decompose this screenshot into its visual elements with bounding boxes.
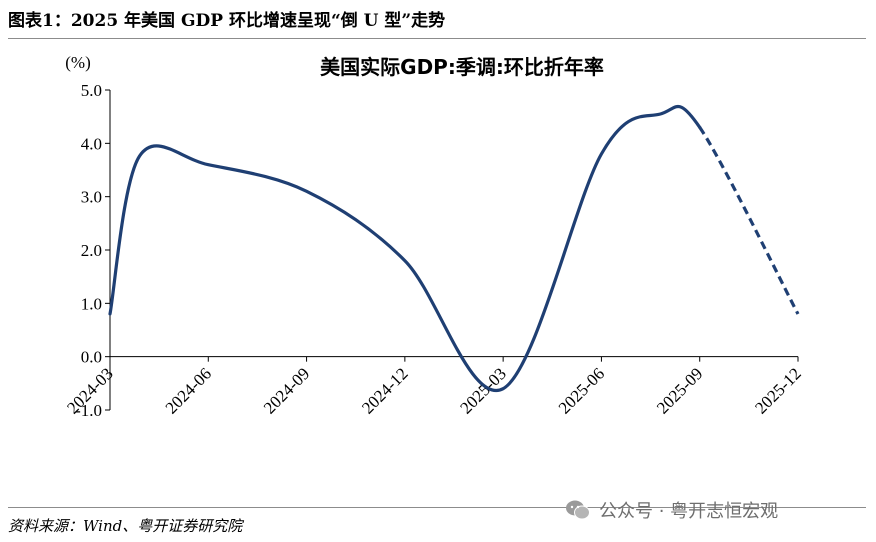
x-tick-label: 2025-09 <box>653 364 707 418</box>
x-tick-label: 2025-12 <box>751 364 805 418</box>
series-line-actual <box>108 105 702 393</box>
y-tick-label: 0.0 <box>81 348 102 367</box>
x-tick-label: 2024-06 <box>162 364 216 418</box>
chart-title: 美国实际GDP:季调:环比折年率 <box>320 55 604 79</box>
x-tick-label: 2025-06 <box>555 364 609 418</box>
bottom-divider <box>8 507 866 508</box>
wechat-icon <box>566 500 590 520</box>
series <box>108 105 800 393</box>
y-tick-label: 1.0 <box>81 294 102 313</box>
source-note: 资料来源：Wind、粤开证券研究院 <box>8 517 243 535</box>
line-chart: 美国实际GDP:季调:环比折年率 (%) 5.0 4.0 3.0 2.0 1.0 0.0 -… <box>63 53 805 420</box>
x-ticks: 2024-03 2024-06 2024-09 2024-12 2025-03 2025-… <box>63 356 805 418</box>
series-line-forecast <box>698 126 800 315</box>
watermark: 公众号 · 粤开志恒宏观 <box>565 497 778 523</box>
watermark-text: 公众号 · 粤开志恒宏观 <box>599 501 779 522</box>
y-tick-label: 3.0 <box>81 188 102 207</box>
y-tick-label: 4.0 <box>81 134 102 153</box>
axes <box>109 90 798 410</box>
top-divider <box>8 38 866 39</box>
y-ticks: 5.0 4.0 3.0 2.0 1.0 0.0 -1.0 <box>75 81 110 420</box>
figure-title: 图表1：2025 年美国 GDP 环比增速呈现“倒 U 型”走势 <box>8 11 446 31</box>
y-axis-unit: (%) <box>65 53 90 72</box>
y-tick-label: 2.0 <box>81 241 102 260</box>
y-tick-label: 5.0 <box>81 81 102 100</box>
x-tick-label: 2024-09 <box>260 364 314 418</box>
x-tick-label: 2024-12 <box>358 364 412 418</box>
y-tick-label: -1.0 <box>75 401 102 420</box>
